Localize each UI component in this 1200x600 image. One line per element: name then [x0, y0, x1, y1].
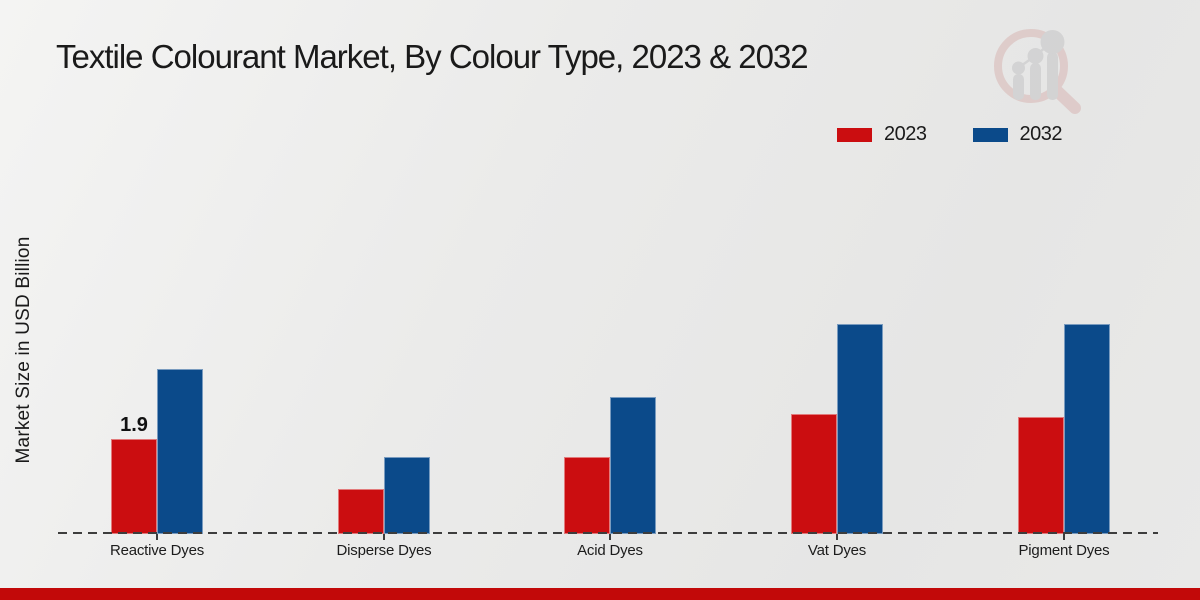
category-label-reactive-dyes: Reactive Dyes — [109, 542, 205, 559]
x-axis-dashed-baseline — [58, 532, 1158, 534]
bar-2023-acid-dyes — [564, 456, 610, 534]
magnifier-bar-chart-logo-icon — [994, 29, 1081, 114]
category-label-disperse-dyes: Disperse Dyes — [336, 542, 432, 559]
legend-label-2023: 2023 — [884, 123, 927, 145]
x-axis-tick-reactive-dyes — [156, 534, 158, 540]
x-axis-tick-vat-dyes — [836, 534, 838, 540]
x-axis-tick-acid-dyes — [609, 534, 611, 540]
bar-2032-vat-dyes — [837, 324, 883, 534]
legend-item-2032: 2032 — [972, 123, 1063, 146]
bar-2032-reactive-dyes — [157, 369, 203, 534]
category-label-vat-dyes: Vat Dyes — [807, 542, 867, 559]
x-axis-tick-pigment-dyes — [1063, 534, 1065, 540]
bar-value-label: 1.9 — [120, 414, 148, 436]
bar-2023-vat-dyes — [791, 414, 837, 534]
legend-swatch-2032 — [972, 127, 1008, 142]
bar-2023-reactive-dyes — [111, 439, 157, 534]
legend-label-2032: 2032 — [1019, 123, 1063, 145]
legend: 2023 2032 — [837, 123, 1062, 146]
bar-2032-acid-dyes — [610, 396, 656, 534]
bar-2023-disperse-dyes — [338, 489, 384, 534]
legend-swatch-2023 — [837, 127, 872, 142]
footer-accent-strip — [0, 588, 1200, 600]
bar-2023-pigment-dyes — [1018, 416, 1064, 534]
bar-2032-pigment-dyes — [1064, 324, 1110, 534]
chart-title: Textile Colourant Market, By Colour Type… — [56, 38, 809, 75]
x-axis-tick-disperse-dyes — [383, 534, 385, 540]
bar-2032-disperse-dyes — [384, 456, 430, 534]
legend-item-2023: 2023 — [837, 123, 927, 146]
category-label-acid-dyes: Acid Dyes — [577, 542, 643, 559]
category-label-pigment-dyes: Pigment Dyes — [1018, 542, 1110, 559]
